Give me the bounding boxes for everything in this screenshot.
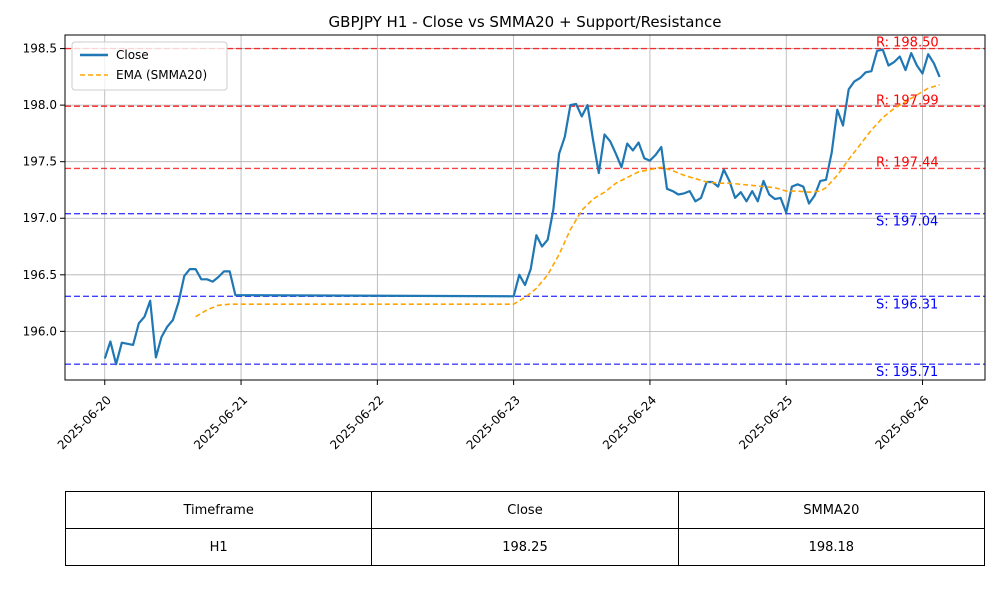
plot-frame xyxy=(64,34,986,381)
table-cell-close: 198.25 xyxy=(371,528,679,566)
support-level-label: S: 197.04 xyxy=(876,215,938,230)
legend-close-label: Close xyxy=(116,48,149,62)
legend-smma-label: EMA (SMMA20) xyxy=(116,68,207,82)
y-tick-label: 196.5 xyxy=(23,268,57,282)
table-cell-smma20: 198.18 xyxy=(677,528,986,566)
y-tick-label: 198.0 xyxy=(23,98,57,112)
close-series-line xyxy=(103,48,941,366)
x-tick-label: 2025-06-25 xyxy=(736,393,795,452)
x-axis: 2025-06-20 2025-06-21 2025-06-22 2025-06-23… xyxy=(55,380,932,452)
support-level-label: S: 195.71 xyxy=(876,365,938,380)
table-cell-timeframe: H1 xyxy=(64,528,373,566)
legend-box xyxy=(71,41,228,91)
x-tick-label: 2025-06-23 xyxy=(464,393,523,452)
resistance-level-label: R: 198.50 xyxy=(876,36,939,51)
legend: Close EMA (SMMA20) xyxy=(71,41,228,91)
y-tick-label: 197.5 xyxy=(23,155,57,169)
table-header-close: Close xyxy=(371,491,679,529)
table-row: H1 198.25 198.18 xyxy=(64,528,986,566)
table-header-timeframe: Timeframe xyxy=(64,491,373,529)
support-level-label: S: 196.31 xyxy=(876,297,938,312)
x-tick-label: 2025-06-22 xyxy=(327,393,386,452)
level-labels: R: 198.50 R: 197.99 R: 197.44 S: 197.04 S: 1… xyxy=(876,36,939,381)
x-tick-label: 2025-06-20 xyxy=(55,393,114,452)
summary-table: Timeframe Close SMMA20 H1 198.25 198.18 xyxy=(64,491,986,566)
y-tick-label: 196.0 xyxy=(23,324,57,338)
y-axis: 196.0 196.5 197.0 197.5 198.0 198.5 xyxy=(23,42,65,338)
series xyxy=(103,48,941,366)
x-tick-label: 2025-06-24 xyxy=(600,393,659,452)
chart-title: GBPJPY H1 - Close vs SMMA20 + Support/Re… xyxy=(329,13,722,31)
x-tick-label: 2025-06-21 xyxy=(191,393,250,452)
table-header-smma20: SMMA20 xyxy=(677,491,986,529)
table-header-row: Timeframe Close SMMA20 xyxy=(64,491,986,529)
resistance-level-label: R: 197.99 xyxy=(876,93,939,108)
x-tick-label: 2025-06-26 xyxy=(873,393,932,452)
resistance-level-label: R: 197.44 xyxy=(876,155,939,170)
y-tick-label: 197.0 xyxy=(23,211,57,225)
y-tick-label: 198.5 xyxy=(23,42,57,56)
